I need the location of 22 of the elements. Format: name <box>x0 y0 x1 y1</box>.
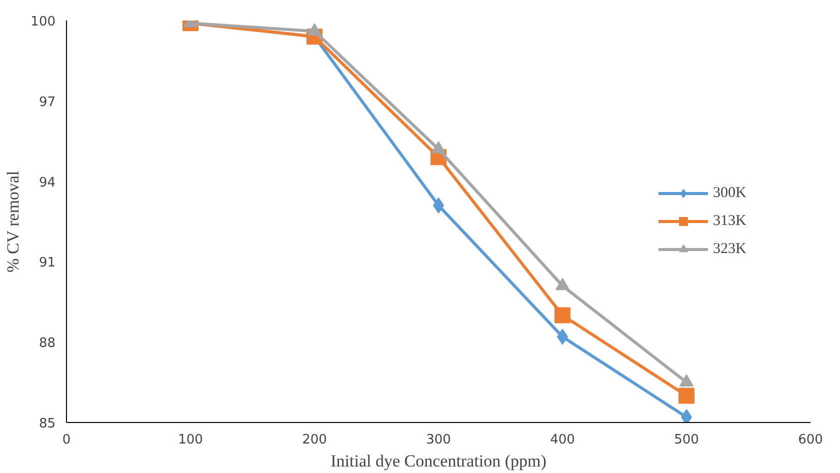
point <box>678 388 694 404</box>
x-tick-label: 200 <box>302 432 327 448</box>
legend-label: 313K <box>713 212 746 230</box>
y-tick-label: 85 <box>38 416 56 432</box>
x-axis-title: Initial dye Concentration (ppm) <box>330 452 546 470</box>
x-tick-label: 500 <box>674 432 699 448</box>
y-tick-label: 97 <box>38 94 56 110</box>
y-tick-label: 100 <box>30 14 56 30</box>
x-tick-label: 300 <box>426 432 451 448</box>
x-tick-label: 600 <box>798 432 823 448</box>
x-tick-label: 100 <box>178 432 203 448</box>
legend-label: 323K <box>713 240 746 258</box>
y-tick-label: 88 <box>38 336 56 352</box>
y-tick-label: 91 <box>38 256 56 271</box>
legend-label: 300K <box>713 184 746 202</box>
y-axis-title: % CV removal <box>4 170 23 272</box>
x-tick-label: 400 <box>550 432 575 448</box>
point <box>680 374 694 387</box>
point <box>554 307 570 324</box>
point <box>556 278 570 290</box>
x-tick-label: 0 <box>62 432 71 448</box>
y-tick-label: 94 <box>38 175 56 190</box>
